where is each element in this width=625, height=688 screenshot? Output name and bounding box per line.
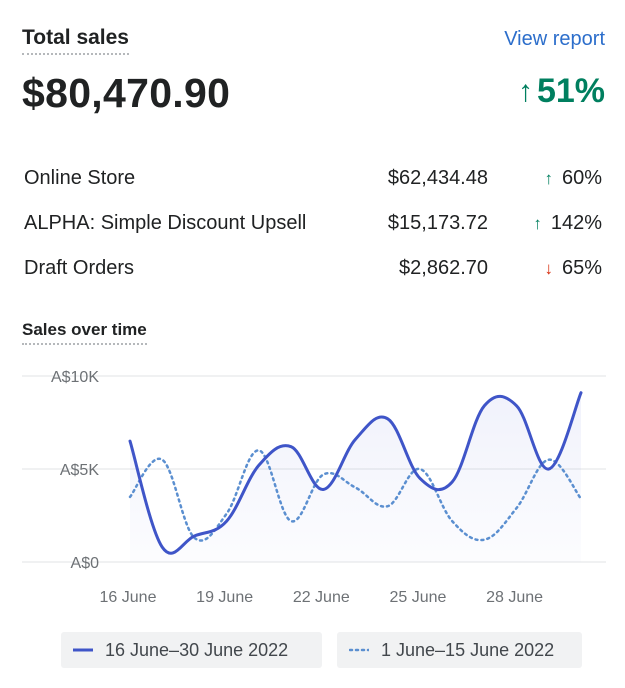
legend-item-current[interactable]: 16 June–30 June 2022 xyxy=(61,632,322,668)
x-tick-label: 22 June xyxy=(293,589,350,606)
legend-item-previous[interactable]: 1 June–15 June 2022 xyxy=(337,632,582,668)
channel-name: Draft Orders xyxy=(24,257,135,279)
channel-change: ↑ 60% xyxy=(544,167,602,190)
y-tick-label: A$5K xyxy=(60,462,99,479)
total-sales-title[interactable]: Total sales xyxy=(22,26,129,55)
breakdown-row: Online Store $62,434.48 ↑ 60% xyxy=(24,160,604,205)
current-series-area xyxy=(130,392,581,562)
arrow-up-icon: ↑ xyxy=(517,74,533,108)
total-change-badge: ↑ 51% xyxy=(518,72,605,111)
x-tick-label: 16 June xyxy=(100,589,157,606)
solid-line-swatch-icon xyxy=(73,648,93,652)
arrow-up-icon: ↑ xyxy=(533,213,542,233)
current-series-line xyxy=(128,391,583,555)
x-tick-label: 19 June xyxy=(196,589,253,606)
arrow-up-icon: ↑ xyxy=(544,168,553,188)
breakdown-row: Draft Orders $2,862.70 ↓ 65% xyxy=(24,250,604,295)
channel-change: ↓ 65% xyxy=(544,257,602,280)
arrow-down-icon: ↓ xyxy=(544,258,553,278)
dotted-line-swatch-icon xyxy=(349,648,369,652)
sales-over-time-title[interactable]: Sales over time xyxy=(22,320,147,345)
channel-change: ↑ 142% xyxy=(533,212,602,235)
total-sales-value: $80,470.90 xyxy=(22,70,231,116)
x-tick-label: 28 June xyxy=(486,589,543,606)
channel-amount: $62,434.48 xyxy=(387,167,488,189)
legend-label-current: 16 June–30 June 2022 xyxy=(105,639,289,660)
previous-series-line xyxy=(128,449,583,542)
channel-name: Online Store xyxy=(24,167,136,189)
total-change-value: 51% xyxy=(536,72,605,110)
channel-change-value: 142% xyxy=(550,212,602,234)
view-report-link[interactable]: View report xyxy=(504,28,605,50)
legend-label-previous: 1 June–15 June 2022 xyxy=(381,639,555,660)
sales-over-time-chart: A$0 A$5K A$10K 16 June 19 June 22 June 25 June… xyxy=(22,369,606,606)
sales-breakdown: Online Store $62,434.48 ↑ 60% ALPHA: Sim… xyxy=(24,160,604,295)
x-tick-label: 25 June xyxy=(389,589,446,606)
channel-amount: $2,862.70 xyxy=(399,257,488,279)
breakdown-row: ALPHA: Simple Discount Upsell $15,173.72… xyxy=(24,205,604,250)
y-tick-label: A$0 xyxy=(71,555,100,572)
channel-amount: $15,173.72 xyxy=(387,212,488,234)
channel-change-value: 60% xyxy=(561,167,602,189)
channel-change-value: 65% xyxy=(561,257,602,279)
channel-name: ALPHA: Simple Discount Upsell xyxy=(24,212,307,234)
y-tick-label: A$10K xyxy=(51,369,99,386)
